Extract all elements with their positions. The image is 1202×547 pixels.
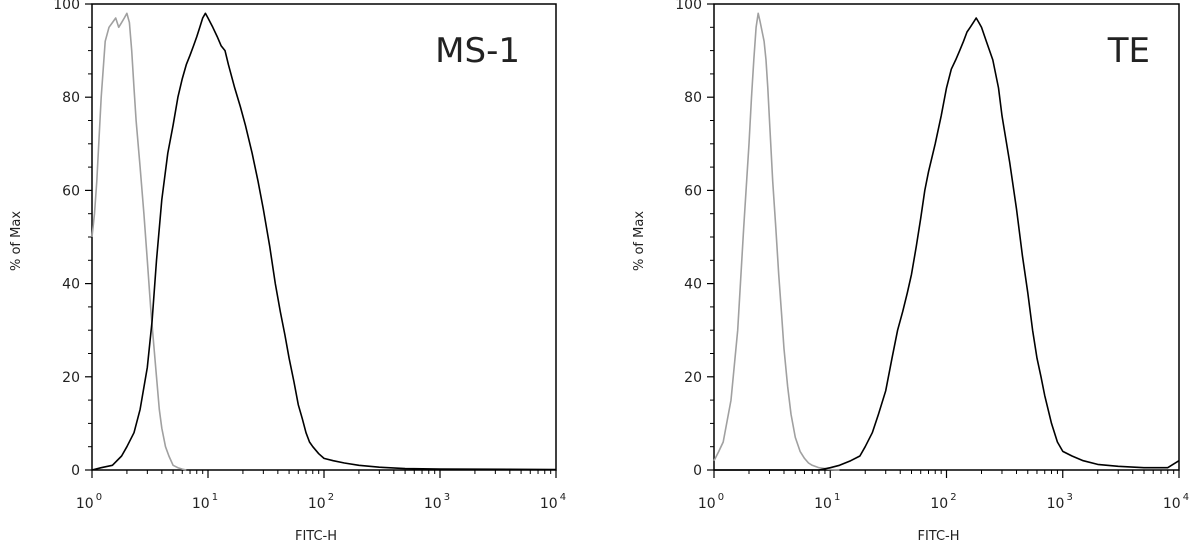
x-tick-base: 10 [192, 496, 210, 512]
series-line-1 [713, 12, 840, 471]
panel-title: MS-1 [435, 31, 520, 71]
x-tick-label: 10 4 [540, 492, 566, 512]
x-tick-base: 10 [814, 496, 832, 512]
x-tick-exponent: 0 [96, 492, 102, 503]
x-tick-label: 10 1 [814, 492, 840, 512]
y-tick-label: 60 [62, 183, 80, 199]
series-line-1 [91, 12, 187, 471]
series-line-2 [714, 17, 1180, 471]
plot-frame [91, 3, 557, 471]
series-line-2 [91, 12, 557, 471]
x-tick-exponent: 4 [560, 492, 566, 503]
y-tick-label: 60 [684, 183, 702, 199]
x-tick-exponent: 3 [444, 492, 450, 503]
x-tick-base: 10 [540, 496, 558, 512]
plot-frame [713, 3, 1180, 471]
x-tick-exponent: 0 [718, 492, 724, 503]
x-tick-label: 10 2 [308, 492, 334, 512]
x-tick-exponent: 3 [1066, 492, 1072, 503]
x-tick-label: 10 0 [698, 492, 724, 512]
x-tick-exponent: 4 [1183, 492, 1189, 503]
x-tick-label: 10 1 [192, 492, 218, 512]
x-tick-label: 10 0 [76, 492, 102, 512]
x-tick-exponent: 1 [834, 492, 840, 503]
x-tick-base: 10 [308, 496, 326, 512]
y-tick-label: 80 [684, 90, 702, 106]
x-tick-label: 10 3 [1047, 492, 1073, 512]
x-tick-exponent: 2 [328, 492, 334, 503]
x-tick-label: 10 3 [424, 492, 450, 512]
y-tick-label: 20 [684, 370, 702, 386]
y-tick-label: 0 [693, 463, 702, 479]
x-tick-base: 10 [1047, 496, 1065, 512]
y-tick-label: 40 [684, 277, 702, 293]
y-tick-label: 20 [62, 370, 80, 386]
x-tick-base: 10 [698, 496, 716, 512]
x-tick-exponent: 2 [950, 492, 956, 503]
y-tick-label: 40 [62, 277, 80, 293]
y-axis-label: % of Max [632, 211, 647, 271]
x-tick-base: 10 [76, 496, 94, 512]
y-tick-label: 100 [675, 0, 702, 13]
x-tick-label: 10 2 [930, 492, 956, 512]
panel-title: TE [1107, 31, 1150, 71]
x-tick-base: 10 [930, 496, 948, 512]
y-tick-label: 0 [71, 463, 80, 479]
y-tick-label: 80 [62, 90, 80, 106]
x-tick-exponent: 1 [212, 492, 218, 503]
y-axis-label: % of Max [9, 211, 24, 271]
x-tick-label: 10 4 [1163, 492, 1189, 512]
x-tick-base: 10 [1163, 496, 1181, 512]
y-tick-label: 100 [53, 0, 80, 13]
x-tick-base: 10 [424, 496, 442, 512]
x-axis-label: FITC-H [295, 529, 337, 544]
x-axis-label: FITC-H [917, 529, 959, 544]
